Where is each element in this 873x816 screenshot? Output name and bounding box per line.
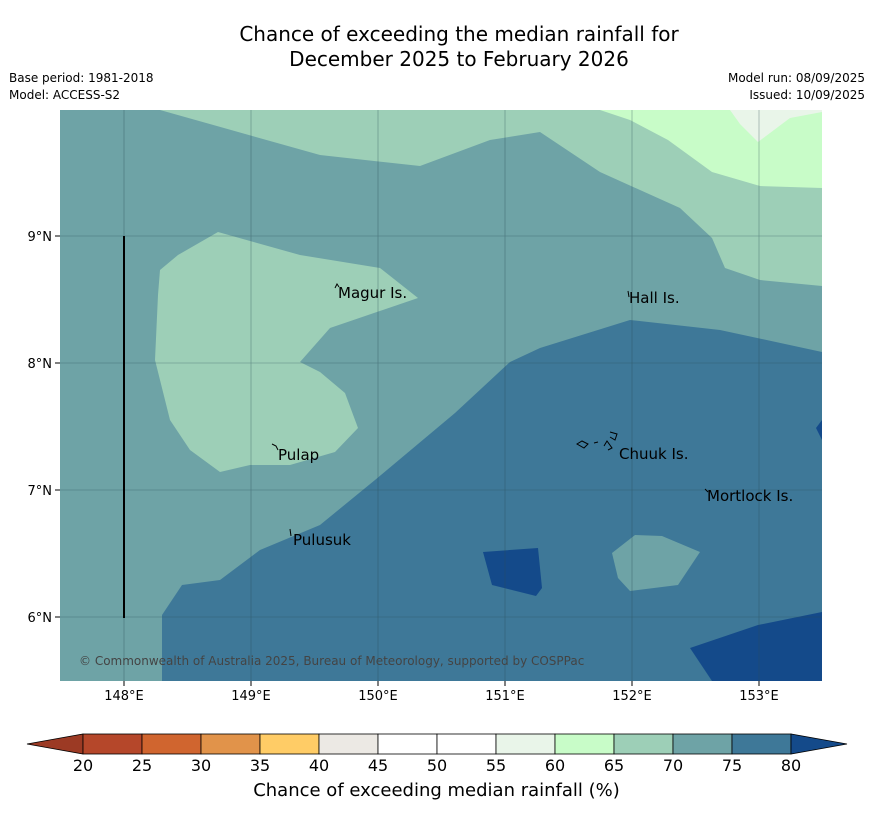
- base-period: Base period: 1981-2018: [9, 71, 154, 85]
- place-pulap: Pulap: [278, 446, 319, 464]
- model-name: Model: ACCESS-S2: [9, 88, 121, 102]
- band-over-80-c: [816, 420, 822, 440]
- copyright-note: © Commonwealth of Australia 2025, Bureau…: [79, 654, 584, 668]
- map-title: Chance of exceeding the median rainfall …: [0, 22, 873, 72]
- colorbar-tick: 80: [781, 756, 801, 775]
- colorbar-tick: 25: [132, 756, 152, 775]
- lat-tick-8: 8°N: [28, 357, 53, 372]
- place-mortlock: Mortlock Is.: [707, 487, 793, 505]
- colorbar-tick: 50: [427, 756, 447, 775]
- issued-date: Issued: 10/09/2025: [749, 88, 865, 102]
- band-over-80-b: [690, 612, 822, 681]
- lon-tick-153: 153°E: [739, 689, 779, 704]
- place-magur: Magur Is.: [338, 284, 407, 302]
- colorbar-label: Chance of exceeding median rainfall (%): [253, 780, 620, 801]
- lat-ticks: 9°N 8°N 7°N 6°N: [28, 230, 60, 626]
- lat-tick-9: 9°N: [28, 230, 53, 245]
- place-chuuk: Chuuk Is.: [619, 445, 688, 463]
- band-65-70-west: [155, 232, 418, 472]
- colorbar-segment: [436, 733, 497, 755]
- lon-ticks: 148°E 149°E 150°E 151°E 152°E 153°E: [104, 681, 779, 704]
- band-65-70-north: [60, 110, 822, 286]
- colorbar-tick: 60: [545, 756, 565, 775]
- colorbar-segment: [731, 733, 792, 755]
- colorbar-segment: [554, 733, 615, 755]
- lon-tick-151: 151°E: [485, 689, 525, 704]
- lon-tick-149: 149°E: [231, 689, 271, 704]
- lon-tick-152: 152°E: [612, 689, 652, 704]
- island-shapes: [271, 283, 709, 537]
- colorbar-tick: 70: [663, 756, 683, 775]
- colorbar-segment: [495, 733, 556, 755]
- band-55-60: [730, 110, 822, 142]
- colorbar-tick: 40: [309, 756, 329, 775]
- title-line-1: Chance of exceeding the median rainfall …: [239, 22, 679, 46]
- colorbar-under-arrow: [26, 733, 84, 755]
- colorbar-tick: 30: [191, 756, 211, 775]
- colorbar-segment: [259, 733, 320, 755]
- colorbar-tick: 75: [722, 756, 742, 775]
- colorbar-tick: 65: [604, 756, 624, 775]
- colorbar-segment: [318, 733, 379, 755]
- colorbar-tick: 45: [368, 756, 388, 775]
- colorbar-segment: [377, 733, 438, 755]
- place-pulusuk: Pulusuk: [293, 531, 351, 549]
- lon-tick-150: 150°E: [358, 689, 398, 704]
- place-hall: Hall Is.: [629, 289, 680, 307]
- lon-tick-148: 148°E: [104, 689, 144, 704]
- colorbar-segment: [200, 733, 261, 755]
- colorbar-segment: [613, 733, 674, 755]
- graticule: [60, 110, 822, 681]
- title-line-2: December 2025 to February 2026: [289, 47, 629, 71]
- map-area: [60, 110, 822, 681]
- band-70-75-island: [612, 535, 700, 591]
- lat-tick-6: 6°N: [28, 611, 53, 626]
- colorbar-tick: 20: [73, 756, 93, 775]
- colorbar-segment: [141, 733, 202, 755]
- colorbar-segment: [82, 733, 143, 755]
- colorbar-tick: 55: [486, 756, 506, 775]
- meta-right: Model run: 08/09/2025 Issued: 10/09/2025: [728, 70, 865, 104]
- meta-left: Base period: 1981-2018 Model: ACCESS-S2: [9, 70, 154, 104]
- colorbar-over-arrow: [790, 733, 848, 755]
- lat-tick-7: 7°N: [28, 484, 53, 499]
- model-run: Model run: 08/09/2025: [727, 71, 865, 85]
- colorbar-tick: 35: [250, 756, 270, 775]
- colorbar: 20 25 30 35 40 45 50 55 60 65 70 75 80: [26, 733, 848, 775]
- colorbar-segment: [672, 733, 733, 755]
- band-over-80-a: [483, 548, 542, 596]
